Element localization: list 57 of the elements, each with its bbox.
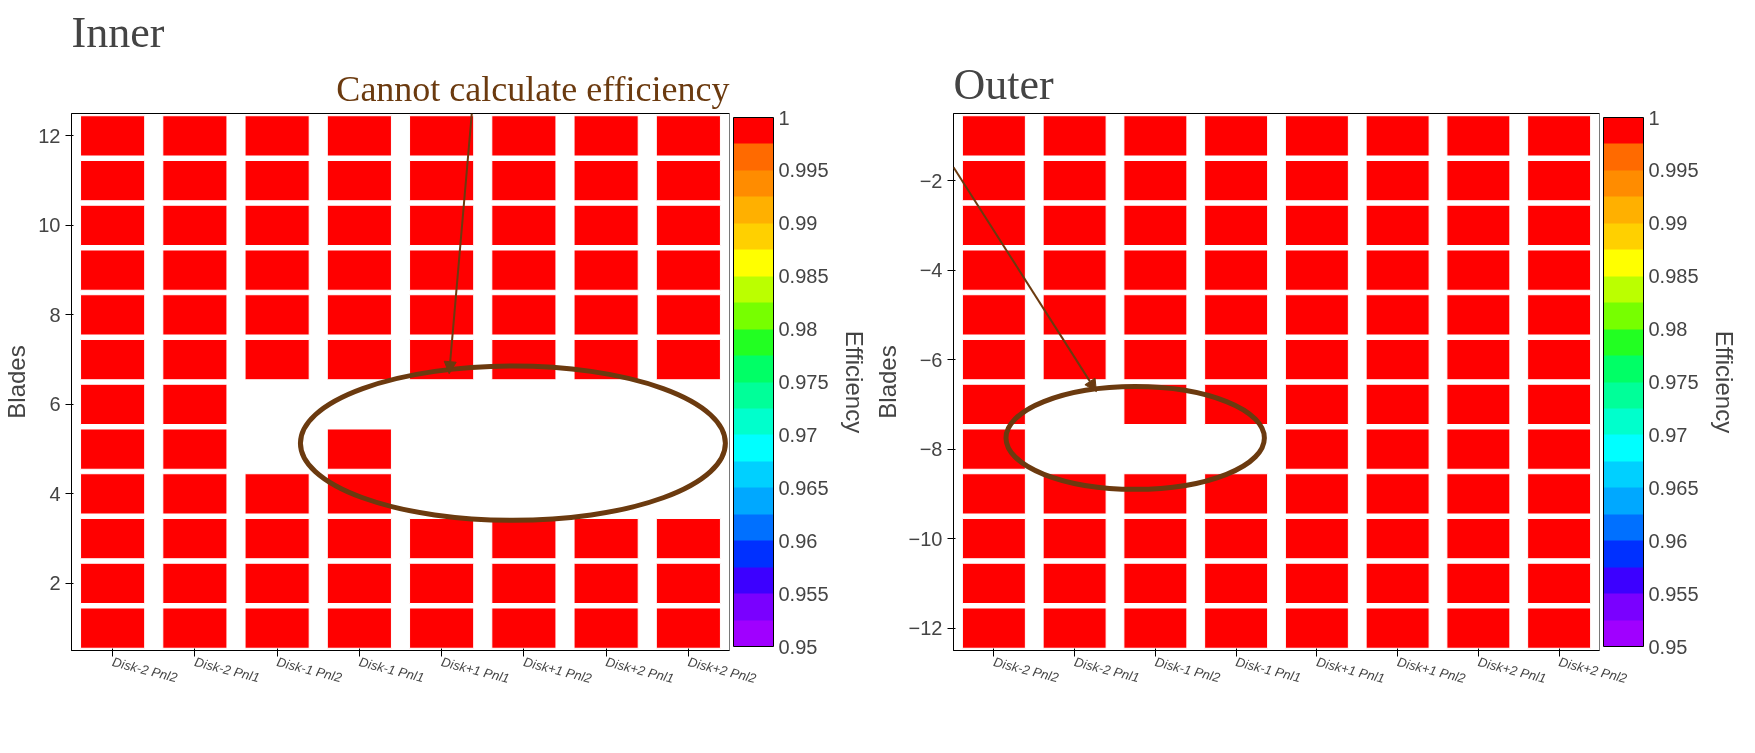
x-tick-label: Disk+1 Pnl2 xyxy=(1395,654,1468,687)
x-tick-label: Disk-2 Pnl1 xyxy=(193,654,262,686)
color-bar-label: 0.995 xyxy=(778,159,829,182)
color-bar-label: 0.97 xyxy=(1648,423,1688,446)
y-axis-title: Blades xyxy=(873,345,901,419)
color-bar-label: 0.995 xyxy=(1648,159,1699,182)
color-bar-label: 0.985 xyxy=(1648,265,1699,288)
y-tick-label: −2 xyxy=(919,169,943,192)
color-bar-label: 0.98 xyxy=(1648,318,1688,341)
y-tick-label: 6 xyxy=(49,393,61,416)
chart-title: Outer xyxy=(953,59,1055,109)
chart-title: Inner xyxy=(71,7,165,57)
y-tick-label: −6 xyxy=(919,348,943,371)
x-tick-label: Disk-2 Pnl2 xyxy=(992,654,1061,686)
y-tick-label: −4 xyxy=(919,259,943,282)
text: Cannot calculate efficiency xyxy=(336,68,730,109)
color-bar-label: 0.95 xyxy=(778,635,818,658)
x-tick-label: Disk-2 Pnl1 xyxy=(1072,654,1141,686)
x-tick-label: Disk+2 Pnl2 xyxy=(1557,654,1630,687)
color-bar-label: 0.975 xyxy=(778,371,829,393)
color-bar-label: 0.96 xyxy=(1648,529,1688,552)
x-tick-label: Disk-1 Pnl2 xyxy=(275,654,345,686)
y-tick-label: −10 xyxy=(908,527,943,550)
y-tick-label: 12 xyxy=(38,124,61,147)
color-bar-label: 0.99 xyxy=(778,212,818,235)
color-bar-label: 0.99 xyxy=(1648,212,1688,235)
x-tick-label: Disk+1 Pnl1 xyxy=(1315,654,1387,687)
x-tick-label: Disk-2 Pnl2 xyxy=(110,654,180,686)
color-bar-label: 0.985 xyxy=(778,265,829,288)
y-axis-title: Blades xyxy=(3,345,31,419)
x-tick-label: Disk+2 Pnl2 xyxy=(686,654,759,687)
color-bar-label: 0.98 xyxy=(778,318,818,341)
x-tick-label: Disk+2 Pnl1 xyxy=(604,654,676,687)
x-tick-label: Disk+1 Pnl2 xyxy=(522,654,595,687)
x-tick-label: Disk+1 Pnl1 xyxy=(439,654,512,687)
y-tick-label: 10 xyxy=(38,214,61,237)
color-bar-title: Efficiency xyxy=(1710,330,1738,434)
color-bar-label: 1 xyxy=(1648,106,1660,129)
color-bar-label: 0.975 xyxy=(1648,371,1699,393)
color-bar-label: 0.955 xyxy=(778,582,829,605)
y-tick-label: 4 xyxy=(49,482,61,505)
color-bar-label: 0.955 xyxy=(1648,582,1699,605)
y-tick-label: −8 xyxy=(919,438,943,461)
x-tick-label: Disk-1 Pnl1 xyxy=(1234,654,1303,686)
x-tick-label: Disk-1 Pnl2 xyxy=(1153,654,1223,686)
color-bar-label: 0.965 xyxy=(778,476,829,499)
color-bar-label: 0.97 xyxy=(778,423,818,446)
color-bar-label: 0.95 xyxy=(1648,635,1688,658)
x-tick-label: Disk+2 Pnl1 xyxy=(1476,654,1548,687)
color-bar-label: 0.965 xyxy=(1648,476,1699,499)
color-bar-label: 1 xyxy=(778,106,790,129)
y-tick-label: 2 xyxy=(49,572,61,595)
color-bar-title: Efficiency xyxy=(840,330,868,434)
y-tick-label: 8 xyxy=(49,303,61,326)
y-tick-label: −12 xyxy=(908,617,943,640)
x-tick-label: Disk-1 Pnl1 xyxy=(357,654,426,686)
color-bar-label: 0.96 xyxy=(778,529,818,552)
